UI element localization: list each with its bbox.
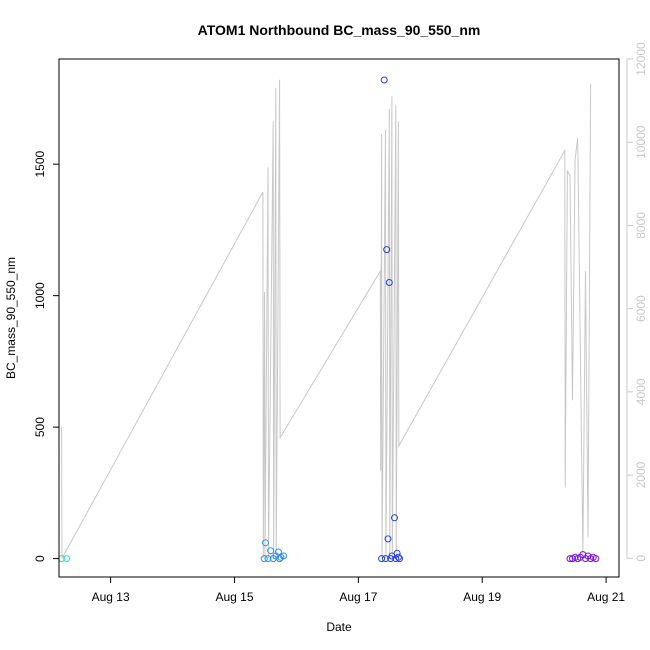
series-line bbox=[61, 79, 592, 559]
chart-title: ATOM1 Northbound BC_mass_90_550_nm bbox=[198, 22, 481, 38]
y-tick-label: 1500 bbox=[33, 151, 47, 178]
y2-tick-label: 6000 bbox=[634, 295, 648, 322]
y-axis-right: 0 2000 4000 6000 8000 10000 12000 bbox=[626, 42, 648, 562]
data-point bbox=[262, 539, 269, 547]
y-tick-label: 1000 bbox=[33, 282, 47, 309]
y2-tick-label: 4000 bbox=[634, 378, 648, 405]
x-tick-label: Aug 13 bbox=[92, 590, 130, 604]
x-tick-label: Aug 19 bbox=[463, 590, 501, 604]
x-tick-label: Aug 17 bbox=[339, 590, 377, 604]
data-point bbox=[378, 555, 386, 563]
data-point bbox=[267, 547, 275, 555]
y-axis-label: BC_mass_90_550_nm bbox=[4, 257, 18, 379]
data-point bbox=[382, 555, 389, 563]
y2-tick-label: 12000 bbox=[634, 42, 648, 76]
data-point bbox=[280, 552, 287, 560]
y-tick-label: 500 bbox=[33, 417, 47, 437]
x-tick-label: Aug 15 bbox=[215, 590, 253, 604]
y-tick-label: 0 bbox=[33, 555, 47, 562]
data-point bbox=[396, 555, 404, 563]
data-point bbox=[566, 555, 574, 563]
data-point bbox=[394, 553, 402, 561]
y2-tick-label: 8000 bbox=[634, 212, 648, 239]
data-point bbox=[63, 555, 71, 563]
data-point bbox=[260, 555, 268, 563]
data-point bbox=[385, 279, 393, 286]
data-point bbox=[383, 246, 391, 254]
plot-area bbox=[58, 76, 600, 563]
x-tick-label: Aug 21 bbox=[587, 590, 625, 604]
data-point bbox=[391, 514, 398, 522]
y-axis-left: 0 500 1000 1500 bbox=[33, 151, 59, 562]
data-point bbox=[592, 555, 600, 563]
x-axis-label: Date bbox=[326, 620, 352, 634]
x-axis: Aug 13 Aug 15 Aug 17 Aug 19 Aug 21 bbox=[92, 577, 625, 604]
data-point bbox=[264, 555, 272, 563]
y2-tick-label: 2000 bbox=[634, 461, 648, 488]
plot-frame bbox=[58, 58, 620, 578]
y2-tick-label: 0 bbox=[634, 555, 648, 562]
data-point bbox=[384, 535, 392, 543]
data-point bbox=[380, 76, 388, 84]
y2-tick-label: 10000 bbox=[634, 125, 648, 159]
